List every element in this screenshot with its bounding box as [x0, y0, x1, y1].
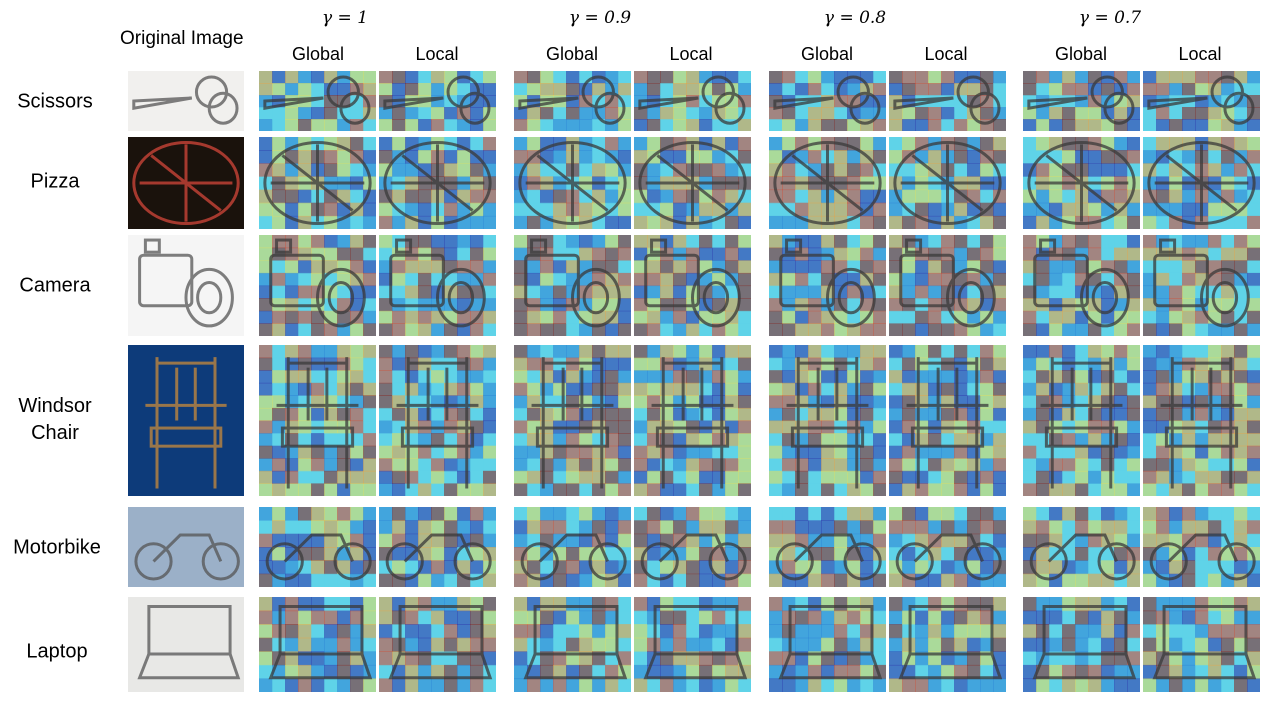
- global-heatmap: [1023, 137, 1140, 229]
- global-heatmap: [259, 71, 376, 131]
- local-header: Local: [415, 44, 459, 64]
- pizza-image: [128, 137, 244, 229]
- local-header: Local: [669, 44, 713, 64]
- gamma-0.9-header: γ = 0.9: [568, 8, 632, 28]
- global-header: Global: [291, 44, 345, 64]
- chair-image: [128, 345, 244, 496]
- gamma-0.7-header: γ = 0.7: [1078, 8, 1142, 28]
- local-heatmap: [889, 507, 1006, 587]
- local-heatmap: [379, 235, 496, 336]
- local-heatmap: [379, 137, 496, 229]
- global-heatmap: [1023, 71, 1140, 131]
- local-heatmap: [889, 137, 1006, 229]
- local-heatmap: [1143, 597, 1260, 692]
- local-heatmap: [889, 71, 1006, 131]
- local-heatmap: [634, 235, 751, 336]
- local-heatmap: [889, 235, 1006, 336]
- row-label-motorbike: Motorbike: [13, 536, 101, 559]
- global-heatmap: [1023, 235, 1140, 336]
- global-heatmap: [769, 137, 886, 229]
- local-heatmap: [1143, 507, 1260, 587]
- global-heatmap: [1023, 597, 1140, 692]
- row-label-scissors: Scissors: [17, 90, 93, 113]
- global-heatmap: [769, 597, 886, 692]
- global-header: Global: [545, 44, 599, 64]
- global-heatmap: [259, 507, 376, 587]
- local-heatmap: [634, 71, 751, 131]
- row-label-laptop: Laptop: [26, 640, 88, 663]
- local-heatmap: [379, 597, 496, 692]
- global-heatmap: [259, 345, 376, 496]
- original-image-header: Original Image: [120, 28, 244, 49]
- local-heatmap: [1143, 71, 1260, 131]
- global-heatmap: [1023, 345, 1140, 496]
- scissors-image: [128, 71, 244, 131]
- global-heatmap: [259, 235, 376, 336]
- local-header: Local: [1178, 44, 1222, 64]
- local-heatmap: [379, 71, 496, 131]
- global-heatmap: [259, 137, 376, 229]
- row-label-camera: Camera: [19, 274, 91, 297]
- global-heatmap: [514, 597, 631, 692]
- gamma-1-header: γ = 1: [321, 8, 369, 28]
- global-heatmap: [514, 71, 631, 131]
- local-heatmap: [1143, 345, 1260, 496]
- global-heatmap: [1023, 507, 1140, 587]
- local-heatmap: [889, 345, 1006, 496]
- global-heatmap: [514, 137, 631, 229]
- global-heatmap: [259, 597, 376, 692]
- laptop-image: [128, 597, 244, 692]
- global-heatmap: [514, 345, 631, 496]
- local-heatmap: [1143, 235, 1260, 336]
- gamma-0.8-header: γ = 0.8: [823, 8, 887, 28]
- global-header: Global: [1054, 44, 1108, 64]
- row-label-pizza: Pizza: [30, 170, 80, 193]
- global-heatmap: [769, 345, 886, 496]
- local-heatmap: [634, 345, 751, 496]
- local-heatmap: [634, 137, 751, 229]
- local-heatmap: [634, 597, 751, 692]
- camera-image: [128, 235, 244, 336]
- local-heatmap: [379, 345, 496, 496]
- global-header: Global: [800, 44, 854, 64]
- local-header: Local: [924, 44, 968, 64]
- row-label-windsor-chair: Windsor Chair: [18, 395, 92, 444]
- local-heatmap: [379, 507, 496, 587]
- local-heatmap: [634, 507, 751, 587]
- global-heatmap: [514, 507, 631, 587]
- local-heatmap: [1143, 137, 1260, 229]
- local-heatmap: [889, 597, 1006, 692]
- global-heatmap: [769, 235, 886, 336]
- global-heatmap: [769, 507, 886, 587]
- global-heatmap: [769, 71, 886, 131]
- motorbike-image: [128, 507, 244, 587]
- global-heatmap: [514, 235, 631, 336]
